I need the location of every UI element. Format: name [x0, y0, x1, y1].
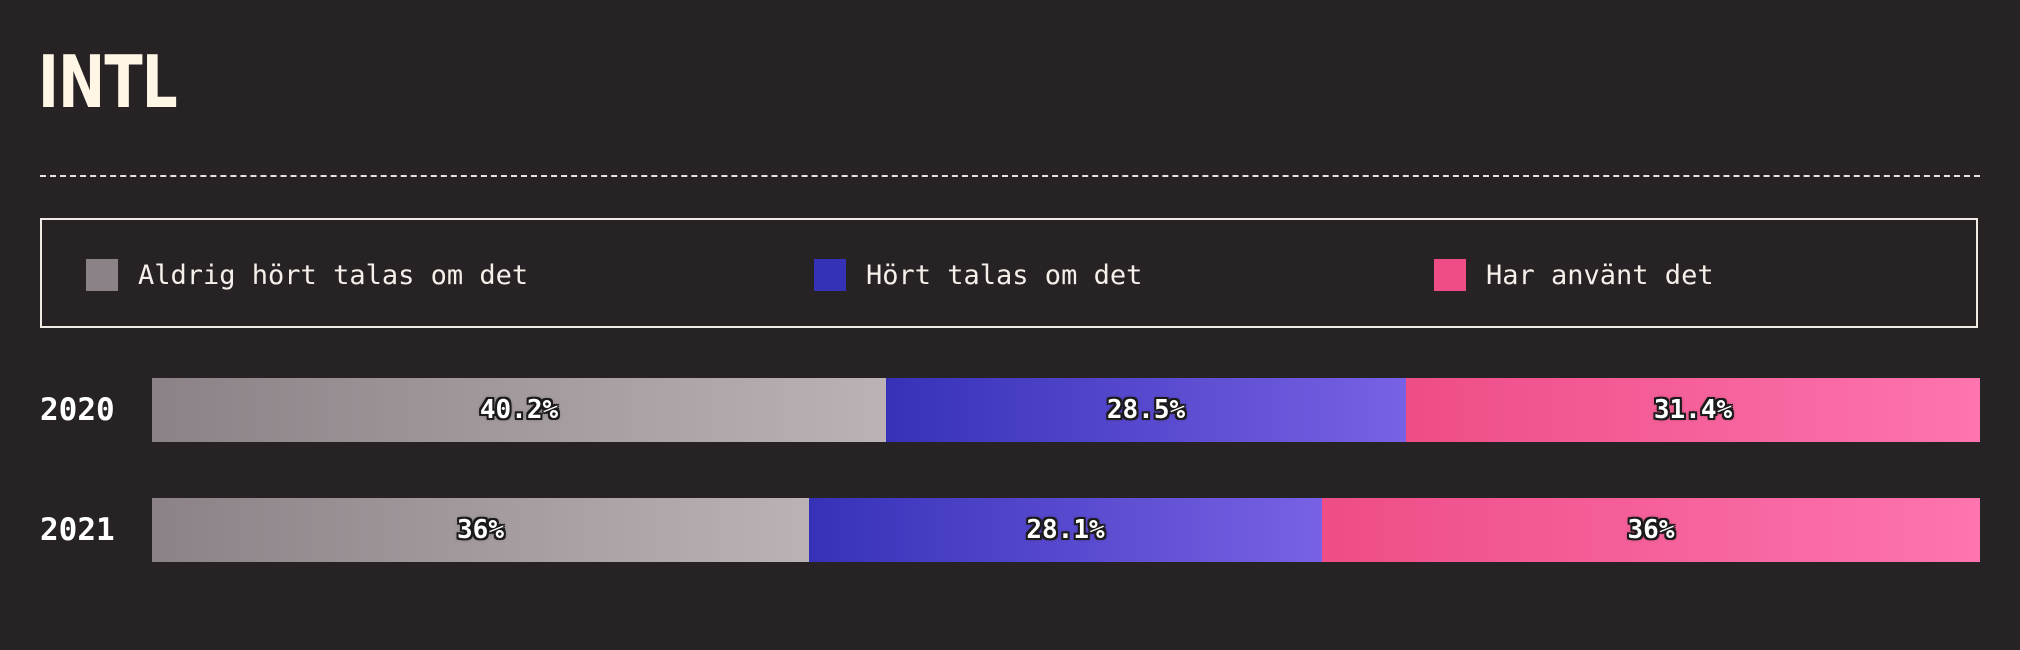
legend-item-never: Aldrig hört talas om det	[86, 259, 528, 291]
legend-label-never: Aldrig hört talas om det	[138, 259, 529, 291]
legend-label-used: Har använt det	[1486, 259, 1714, 291]
legend-swatch-never	[86, 259, 118, 291]
data-label: 40.2%	[479, 395, 559, 425]
bar-segment-used: 31.4%	[1406, 378, 1980, 442]
legend-swatch-used	[1434, 259, 1466, 291]
bar-track: 40.2% 28.5% 31.4%	[152, 378, 1980, 442]
legend-item-used: Har använt det	[1434, 259, 1714, 291]
bar-track: 36% 28.1% 36%	[152, 498, 1980, 562]
legend: Aldrig hört talas om det Hört talas om d…	[40, 218, 1978, 328]
bar-segment-heard: 28.5%	[886, 378, 1406, 442]
data-label: 31.4%	[1653, 395, 1733, 425]
legend-item-heard: Hört talas om det	[814, 259, 1142, 291]
category-label: 2020	[40, 392, 115, 428]
bar-segment-heard: 28.1%	[809, 498, 1322, 562]
data-label: 28.5%	[1106, 395, 1186, 425]
data-label: 36%	[1627, 515, 1675, 545]
data-label: 28.1%	[1026, 515, 1105, 545]
legend-label-heard: Hört talas om det	[866, 259, 1143, 291]
legend-swatch-heard	[814, 259, 846, 291]
category-label: 2021	[40, 512, 115, 548]
chart-title: INTL	[38, 40, 178, 124]
dashed-divider	[40, 175, 1980, 177]
bar-segment-used: 36%	[1322, 498, 1980, 562]
data-label: 36%	[457, 515, 504, 545]
bar-segment-never: 40.2%	[152, 378, 886, 442]
bar-row-2021: 2021 36% 28.1% 36%	[0, 498, 2020, 562]
bar-row-2020: 2020 40.2% 28.5% 31.4%	[0, 378, 2020, 442]
bar-segment-never: 36%	[152, 498, 809, 562]
